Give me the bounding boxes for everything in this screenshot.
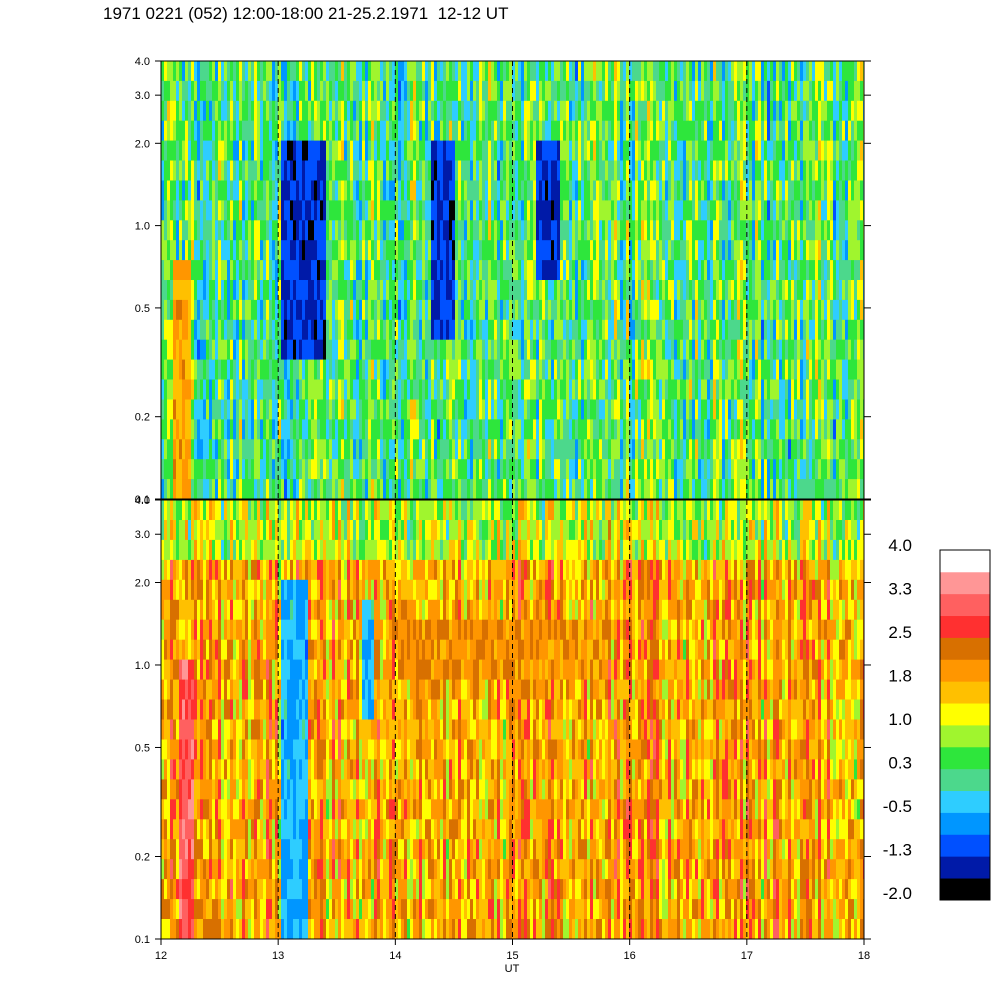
y-tick-label: 0.2 [135,852,150,864]
y-tick-label: 4.0 [135,495,150,507]
colorbar-swatch [940,746,990,770]
x-tick-label: 15 [506,950,518,962]
colorbar-swatch [940,593,990,617]
colorbar-label: 4.0 [888,536,912,555]
spectrogram-image [161,61,864,499]
y-tick-label: 0.2 [135,412,150,424]
y-tick-label: 2.0 [135,577,150,589]
x-tick-label: 17 [741,950,753,962]
colorbar-label: 1.0 [888,710,912,729]
colorbar-swatch [940,812,990,835]
colorbar-swatch [940,615,990,638]
y-tick-label: 0.1 [135,934,150,946]
colorbar-swatch [940,790,990,813]
y-tick-label: 2.0 [135,138,150,150]
colorbar-swatch [940,703,990,726]
chart-title: 1971 0221 (052) 12:00-18:00 21-25.2.1971… [103,4,509,23]
y-tick-label: 4.0 [135,56,150,68]
spectrogram-image [161,500,864,939]
x-tick-label: 14 [389,950,401,962]
lower-spectrogram-panel: 0.1 0.2 0.5 1.0 2.0 3.0 4.0 12 13 14 15 16 17 18 [135,495,871,962]
colorbar-swatch [940,681,990,704]
y-tick-label: 0.1 [135,494,150,506]
colorbar-swatch [940,768,990,792]
colorbar-label: 1.8 [888,667,912,686]
y-tick-label: 3.0 [135,90,150,102]
y-tick-label: 0.5 [135,742,150,754]
x-tick-label: 18 [858,950,870,962]
x-tick-label: 12 [155,950,167,962]
colorbar-frame [939,549,991,901]
colorbar-swatch [940,659,990,682]
y-tick-label: 3.0 [135,529,150,541]
upper-spectrogram-panel: 0.1 0.2 0.5 1.0 2.0 3.0 4.0 [135,56,871,506]
colorbar-swatch [940,834,990,857]
colorbar-label: 3.3 [888,580,912,599]
colorbar: 4.0 3.3 2.5 1.8 1.0 0.3 -0.5 -1.3 -2.0 [883,536,991,903]
y-tick-label: 1.0 [135,221,150,233]
colorbar-swatch [940,637,990,660]
x-tick-label: 13 [272,950,284,962]
colorbar-swatch [940,856,990,879]
colorbar-label: -1.3 [883,841,912,860]
colorbar-label: 2.5 [888,623,912,642]
colorbar-swatch [940,571,990,595]
colorbar-label: -0.5 [883,797,912,816]
colorbar-label: 0.3 [888,754,912,773]
colorbar-label: -2.0 [883,884,912,903]
colorbar-swatch [940,878,990,901]
colorbar-swatch [940,550,990,573]
x-tick-label: 16 [624,950,636,962]
y-tick-label: 1.0 [135,660,150,672]
y-tick-label: 0.5 [135,303,150,315]
colorbar-swatch [940,725,990,748]
x-axis-label: UT [505,963,520,975]
